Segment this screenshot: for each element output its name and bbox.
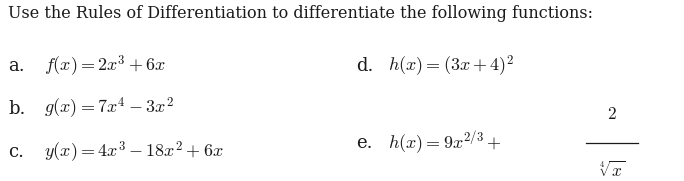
Text: $g(x) = 7x^4 - 3x^2$: $g(x) = 7x^4 - 3x^2$ — [44, 96, 174, 121]
Text: c.: c. — [8, 143, 24, 161]
Text: b.: b. — [8, 100, 25, 118]
Text: $y(x) = 4x^3 - 18x^2 + 6x$: $y(x) = 4x^3 - 18x^2 + 6x$ — [44, 139, 224, 165]
Text: a.: a. — [8, 57, 25, 75]
Text: Use the Rules of Differentiation to differentiate the following functions:: Use the Rules of Differentiation to diff… — [8, 5, 593, 22]
Text: $h(x) = (3x + 4)^2$: $h(x) = (3x + 4)^2$ — [388, 53, 514, 79]
Text: $f(x) = 2x^3 + 6x$: $f(x) = 2x^3 + 6x$ — [44, 53, 167, 79]
Text: e.: e. — [356, 134, 372, 152]
Text: d.: d. — [356, 57, 373, 75]
Text: $h(x) = 9x^{2/3} +$: $h(x) = 9x^{2/3} +$ — [388, 129, 501, 157]
Text: $\sqrt[4]{x}$: $\sqrt[4]{x}$ — [599, 161, 625, 181]
Text: $2$: $2$ — [607, 106, 617, 123]
